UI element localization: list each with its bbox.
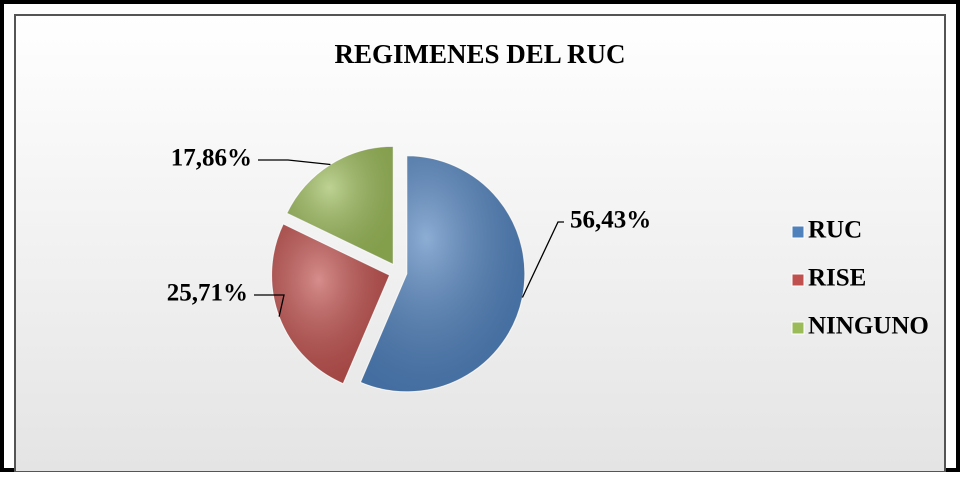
legend-swatch: [791, 225, 805, 239]
data-label: 56,43%: [570, 207, 651, 234]
leader-line: [254, 294, 285, 317]
legend-label: NINGUNO: [808, 313, 929, 340]
leader-line: [258, 159, 331, 166]
legend-label: RISE: [808, 265, 866, 292]
legend-label: RUC: [808, 217, 862, 244]
slice-shine: [286, 146, 394, 265]
legend-swatch: [791, 321, 805, 335]
data-label: 17,86%: [171, 145, 252, 172]
slice-shine: [271, 223, 390, 384]
legend-swatch: [791, 273, 805, 287]
slice-shine: [360, 155, 525, 392]
chart-title: REGIMENES DEL RUC: [334, 39, 625, 69]
data-label: 25,71%: [167, 280, 248, 307]
leader-line: [521, 221, 564, 298]
